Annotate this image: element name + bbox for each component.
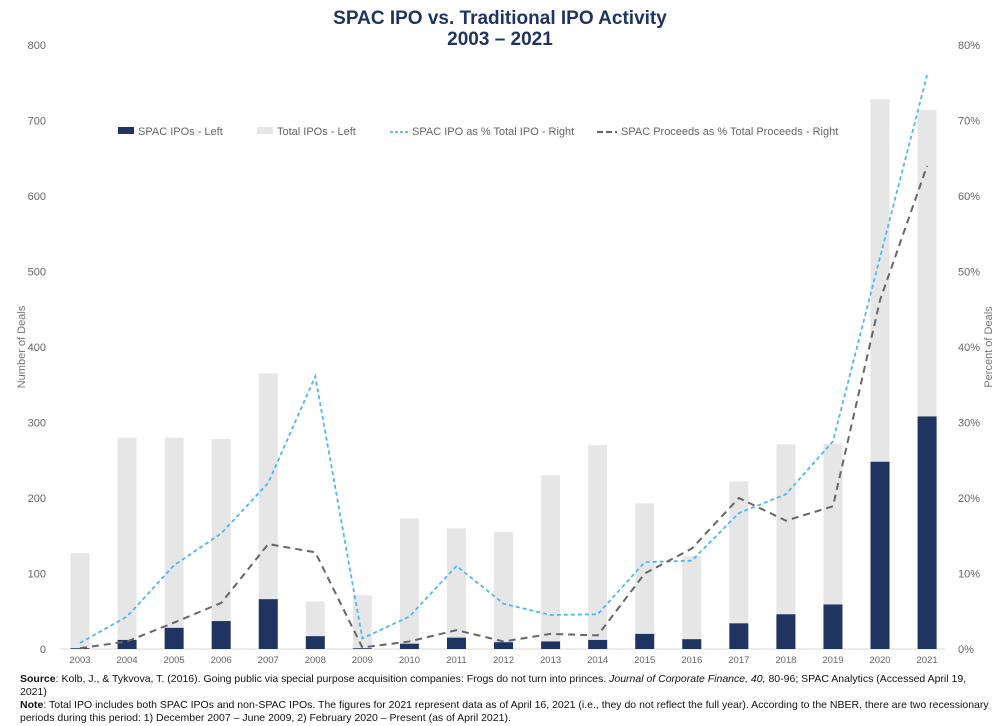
- total-ipo-bar: [494, 531, 514, 649]
- x-tick-label: 2020: [869, 655, 890, 666]
- source-label: Source: [20, 673, 56, 685]
- x-tick-label: 2009: [352, 655, 373, 666]
- x-tick-label: 2004: [116, 655, 137, 666]
- legend-swatch-total-ipos: [257, 127, 273, 134]
- spac-ipo-bar: [352, 648, 372, 649]
- x-tick-label: 2008: [305, 655, 326, 666]
- x-tick-label: 2014: [587, 655, 608, 666]
- spac-ipo-bar: [588, 639, 608, 649]
- spac-ipo-bar: [494, 642, 514, 649]
- y2-tick-label: 0%: [958, 644, 974, 656]
- y2-tick-label: 70%: [958, 116, 980, 128]
- spac-ipo-bar: [258, 599, 278, 649]
- total-ipo-bar: [729, 481, 749, 649]
- x-tick-label: 2013: [540, 655, 561, 666]
- y-tick-label: 100: [28, 569, 46, 581]
- spac-ipo-bar: [729, 623, 749, 649]
- legend-label-spac-pct: SPAC IPO as % Total IPO - Right: [412, 126, 574, 138]
- total-ipo-bar: [541, 475, 561, 649]
- legend-swatch-spac-ipos: [118, 127, 134, 134]
- spac-ipo-bar: [117, 639, 137, 649]
- x-tick-label: 2006: [211, 655, 232, 666]
- spac-ipo-bar: [682, 639, 702, 649]
- x-tick-label: 2012: [493, 655, 514, 666]
- y2-tick-label: 50%: [958, 267, 980, 279]
- total-ipo-bar: [117, 437, 137, 649]
- spac-ipo-bar: [823, 604, 843, 649]
- source-text: : Kolb, J., & Tykvova, T. (2016). Going …: [55, 673, 610, 685]
- y2-tick-label: 80%: [958, 40, 980, 52]
- y2-tick-label: 10%: [958, 569, 980, 581]
- x-tick-label: 2015: [634, 655, 655, 666]
- chart-svg: 0 100 200 300 400 500 600 700 800 0% 10% 20% 30% 40% 5…: [16, 40, 995, 666]
- y-tick-label: 400: [28, 342, 46, 354]
- source-note: Source: Kolb, J., & Tykvova, T. (2016). …: [20, 673, 990, 725]
- y-tick-label: 600: [28, 191, 46, 203]
- x-tick-label: 2019: [822, 655, 843, 666]
- x-tick-label: 2021: [917, 655, 938, 666]
- note-label: Note: [20, 699, 44, 711]
- x-tick-label: 2010: [399, 655, 420, 666]
- total-ipo-bar: [588, 445, 608, 649]
- spac-ipo-bar: [164, 627, 184, 649]
- y-axis-label: Number of Deals: [16, 305, 28, 388]
- spac-ipo-bar: [541, 641, 561, 649]
- y2-tick-label: 40%: [958, 342, 980, 354]
- spac-ipo-bar: [446, 637, 466, 649]
- spac-ipo-bar: [70, 648, 90, 649]
- spac-ipo-bar: [635, 633, 655, 649]
- y-tick-label: 300: [28, 418, 46, 430]
- x-tick-label: 2003: [69, 655, 90, 666]
- total-ipo-bar: [635, 503, 655, 649]
- spac-ipo-bar: [211, 621, 231, 649]
- total-ipo-bar: [211, 439, 231, 649]
- total-ipo-bar: [682, 556, 702, 649]
- y2-tick-label: 20%: [958, 493, 980, 505]
- spac-ipo-bar: [399, 643, 419, 649]
- y-tick-label: 500: [28, 267, 46, 279]
- y-tick-label: 200: [28, 493, 46, 505]
- chart-title: SPAC IPO vs. Traditional IPO Activity: [333, 8, 667, 29]
- y2-axis-label: Percent of Deals: [983, 306, 995, 388]
- total-ipo-bar: [70, 553, 90, 649]
- total-ipo-bar: [776, 444, 796, 649]
- note-text: : Total IPO includes both SPAC IPOs and …: [20, 699, 989, 724]
- legend-label-spac-ipos: SPAC IPOs - Left: [138, 126, 223, 138]
- spac-ipo-bar: [305, 636, 325, 649]
- x-tick-label: 2011: [446, 655, 466, 666]
- spac-ipo-bar: [870, 461, 890, 649]
- x-tick-label: 2017: [728, 655, 749, 666]
- spac-ipo-bar: [776, 614, 796, 649]
- x-tick-label: 2016: [681, 655, 702, 666]
- source-journal: Journal of Corporate Finance, 40,: [609, 673, 766, 685]
- y-tick-label: 800: [28, 40, 46, 52]
- legend-label-proceeds-pct: SPAC Proceeds as % Total Proceeds - Righ…: [621, 126, 838, 138]
- y2-tick-label: 30%: [958, 418, 980, 430]
- spac-ipo-bar: [917, 416, 937, 649]
- spac-ipo-pct-line: [79, 74, 928, 644]
- y-tick-label: 700: [28, 116, 46, 128]
- x-tick-label: 2005: [164, 655, 185, 666]
- total-ipo-bar: [258, 373, 278, 649]
- legend-label-total-ipos: Total IPOs - Left: [277, 126, 356, 138]
- total-ipo-bar: [164, 437, 184, 649]
- y2-tick-label: 60%: [958, 191, 980, 203]
- spac-proceeds-pct-line: [79, 165, 929, 650]
- y-tick-label: 0: [40, 644, 46, 656]
- source-rest: 80-96; SPAC Analytics (Accessed April 19…: [20, 673, 967, 698]
- total-ipo-bar: [823, 443, 843, 649]
- x-tick-label: 2007: [258, 655, 279, 666]
- total-ipo-bar: [399, 518, 419, 649]
- x-tick-label: 2018: [775, 655, 796, 666]
- total-ipo-bar: [446, 528, 466, 649]
- chart-subtitle: 2003 – 2021: [447, 29, 553, 50]
